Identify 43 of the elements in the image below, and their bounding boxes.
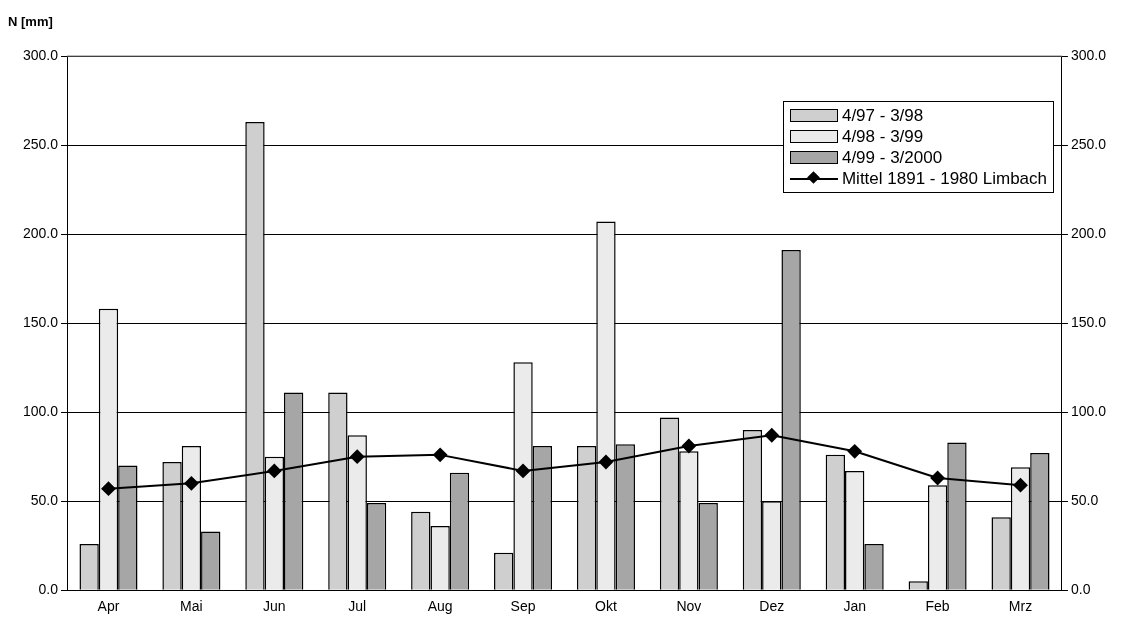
- x-tick-label: Jun: [263, 598, 286, 615]
- y2-tick-label: 50.0: [1070, 492, 1099, 509]
- y2-tick-label: 200.0: [1070, 224, 1107, 241]
- y2-tick-label: 250.0: [1070, 135, 1107, 152]
- y2-tick-label: 100.0: [1070, 402, 1107, 419]
- x-tick-label: Dez: [759, 598, 785, 615]
- y-tick-label: 250.0: [22, 135, 59, 152]
- y-tick-label: 150.0: [22, 313, 59, 330]
- legend-label: 4/97 - 3/98: [841, 105, 924, 126]
- point: [267, 463, 282, 478]
- point: [433, 447, 448, 462]
- y2-tick-label: 0.0: [1070, 581, 1091, 598]
- point: [350, 449, 365, 464]
- x-tick-label: Nov: [676, 598, 702, 615]
- point: [681, 438, 696, 453]
- y-tick-label: 50.0: [30, 492, 59, 509]
- point: [516, 463, 531, 478]
- y2-tick-label: 150.0: [1070, 313, 1107, 330]
- x-tick-label: Okt: [595, 598, 617, 615]
- x-tick-label: Sep: [510, 598, 536, 615]
- x-tick-label: Mrz: [1008, 598, 1033, 615]
- x-tick-label: Apr: [97, 598, 120, 615]
- point: [764, 428, 779, 443]
- x-tick-label: Jul: [348, 598, 367, 615]
- y2-tick-label: 300.0: [1070, 46, 1107, 63]
- point: [1013, 478, 1028, 493]
- point: [101, 481, 116, 496]
- x-tick-label: Jan: [843, 598, 866, 615]
- y-tick-label: 0.0: [38, 581, 59, 598]
- x-tick-label: Aug: [427, 598, 453, 615]
- point: [847, 444, 862, 459]
- x-tick-label: Feb: [925, 598, 950, 615]
- legend-label: Mittel 1891 - 1980 Limbach: [841, 168, 1047, 189]
- y-tick-label: 200.0: [22, 224, 59, 241]
- legend-label: 4/99 - 3/2000: [841, 147, 943, 168]
- point: [930, 471, 945, 486]
- y-axis-title: N [mm]: [8, 14, 53, 29]
- x-tick-label: Mai: [180, 598, 203, 615]
- point: [184, 476, 199, 491]
- y-tick-label: 300.0: [22, 46, 59, 63]
- point: [598, 454, 613, 469]
- legend-label: 4/98 - 3/99: [841, 126, 924, 147]
- y-tick-label: 100.0: [22, 402, 59, 419]
